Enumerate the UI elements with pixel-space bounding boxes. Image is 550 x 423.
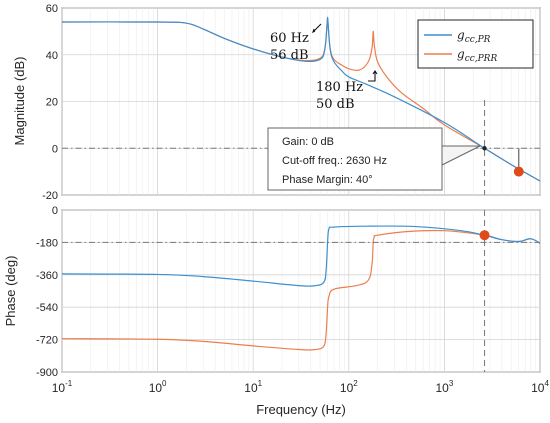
magnitude-y-tick-label: 20 (46, 97, 58, 109)
x-tick-base: 10 (340, 381, 354, 395)
legend-label-pr-main: g (457, 28, 465, 42)
x-tick-exponent: 1 (258, 379, 263, 388)
x-tick-exponent: 2 (353, 379, 358, 388)
phase-y-label: Phase (deg) (3, 256, 18, 327)
magnitude-y-tick-label: 40 (46, 50, 58, 62)
x-tick-base: 10 (531, 381, 545, 395)
phase-guides (62, 210, 540, 372)
annotation-180hz-line2: 50 dB (316, 97, 355, 112)
annotation-180hz-line1: 180 Hz (316, 80, 363, 95)
magnitude-y-tick-label: 0 (52, 143, 58, 155)
x-tick-exponent: 4 (544, 379, 549, 388)
phase-y-tick-label: 0 (52, 205, 58, 217)
annotation-60hz-line1: 60 Hz (270, 31, 309, 46)
phase-axes-box (61, 209, 541, 373)
annotation-180hz-arrow (368, 70, 378, 82)
phase-y-ticks: -900 -720 -540 -360 -180 0 (36, 205, 58, 379)
phase-series-pr (61, 225, 541, 287)
legend: gcc,PR gcc,PRR (417, 19, 534, 69)
info-box-pointer (441, 145, 481, 166)
magnitude-plot: -20 0 20 40 60 Magnitude (dB) 60 Hz 56 dB 18… (12, 3, 541, 202)
phase-y-tick-label: -180 (36, 237, 58, 249)
x-tick-base: 10 (435, 381, 449, 395)
legend-label-prr-main: g (457, 47, 465, 61)
phase-y-tick-label: -540 (36, 302, 58, 314)
magnitude-series-pr (61, 16, 541, 182)
x-tick-exponent: 3 (449, 379, 454, 388)
annotation-60hz-line2: 56 dB (270, 48, 309, 63)
legend-label-pr: gcc,PR (457, 28, 491, 45)
x-axis-label: Frequency (Hz) (256, 402, 346, 417)
annotation-60hz-arrow (312, 23, 322, 34)
frequency-x-ticks: 10-1 100 101 102 103 104 (52, 379, 550, 395)
crossover-point (482, 146, 487, 151)
magnitude-marker (513, 166, 524, 177)
legend-label-prr: gcc,PRR (457, 47, 497, 64)
crossover-info-box: Gain: 0 dB Cut-off freq.: 2630 Hz Phase … (267, 127, 481, 191)
magnitude-y-tick-label: -20 (42, 190, 58, 202)
x-tick-label: 100 (149, 379, 167, 395)
x-tick-label: 10-1 (52, 379, 73, 395)
info-box-phase-margin: Phase Margin: 40° (282, 174, 373, 186)
x-tick-base: 10 (149, 381, 163, 395)
magnitude-grid (61, 7, 541, 196)
x-tick-exponent: 0 (162, 379, 167, 388)
x-tick-label: 101 (244, 379, 262, 395)
x-tick-label: 103 (435, 379, 453, 395)
magnitude-y-ticks: -20 0 20 40 60 (42, 3, 58, 202)
magnitude-y-label: Magnitude (dB) (12, 57, 27, 146)
phase-grid (61, 209, 541, 373)
magnitude-y-tick-label: 60 (46, 3, 58, 15)
phase-plot: -900 -720 -540 -360 -180 0 Phase (deg) (3, 205, 541, 379)
x-tick-label: 102 (340, 379, 358, 395)
info-box-gain: Gain: 0 dB (282, 136, 334, 148)
annotation-60hz: 60 Hz 56 dB (270, 23, 322, 63)
phase-y-tick-label: -900 (36, 367, 58, 379)
legend-box (417, 19, 534, 69)
legend-label-pr-sub: cc,PR (465, 35, 491, 45)
x-tick-base: 10 (244, 381, 258, 395)
x-tick-base: 10 (52, 381, 66, 395)
phase-y-tick-label: -360 (36, 270, 58, 282)
info-box-cutoff: Cut-off freq.: 2630 Hz (282, 155, 387, 167)
x-tick-exponent: -1 (65, 379, 73, 388)
x-tick-label: 104 (531, 379, 549, 395)
info-box-frame (267, 127, 443, 191)
phase-margin-marker (479, 230, 490, 241)
annotation-180hz: 180 Hz 50 dB (316, 70, 378, 112)
magnitude-series (61, 16, 541, 182)
phase-y-tick-label: -720 (36, 335, 58, 347)
legend-label-prr-sub: cc,PRR (465, 54, 498, 64)
